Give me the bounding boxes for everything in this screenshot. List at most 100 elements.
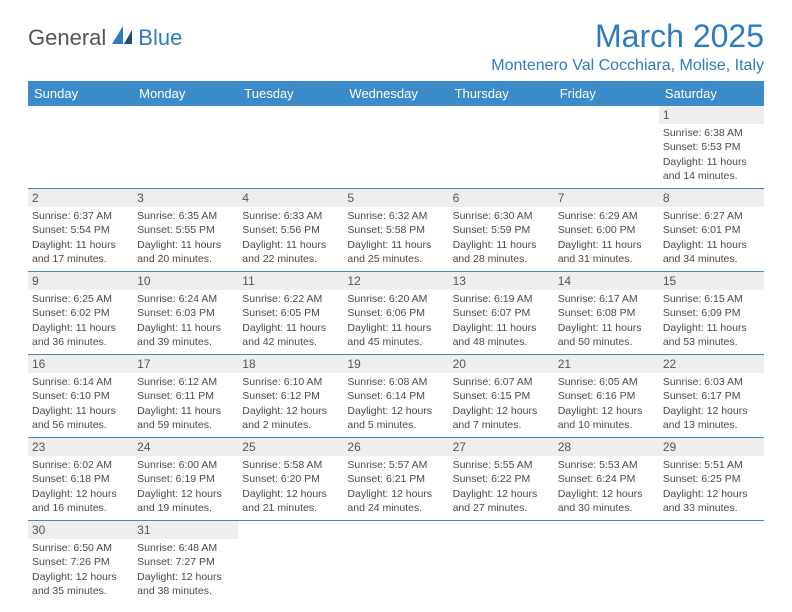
- day-number: 3: [133, 189, 238, 207]
- location-text: Montenero Val Cocchiara, Molise, Italy: [491, 57, 764, 75]
- calendar-cell: [238, 521, 343, 604]
- day-number: 30: [28, 521, 133, 539]
- calendar-cell: 7Sunrise: 6:29 AMSunset: 6:00 PMDaylight…: [554, 189, 659, 272]
- daylight-text: Daylight: 11 hours and 50 minutes.: [558, 321, 655, 349]
- sunrise-text: Sunrise: 6:10 AM: [242, 375, 339, 389]
- sunset-text: Sunset: 6:11 PM: [137, 389, 234, 403]
- daylight-text: Daylight: 11 hours and 28 minutes.: [453, 238, 550, 266]
- calendar-cell: [238, 106, 343, 189]
- title-block: March 2025 Montenero Val Cocchiara, Moli…: [491, 18, 764, 75]
- calendar-cell: 26Sunrise: 5:57 AMSunset: 6:21 PMDayligh…: [343, 438, 448, 521]
- calendar-row: 30Sunrise: 6:50 AMSunset: 7:26 PMDayligh…: [28, 521, 764, 604]
- sunset-text: Sunset: 6:00 PM: [558, 223, 655, 237]
- day-header: Thursday: [449, 81, 554, 106]
- day-number: 23: [28, 438, 133, 456]
- day-number: 7: [554, 189, 659, 207]
- day-header: Wednesday: [343, 81, 448, 106]
- sunrise-text: Sunrise: 6:32 AM: [347, 209, 444, 223]
- calendar-cell: 28Sunrise: 5:53 AMSunset: 6:24 PMDayligh…: [554, 438, 659, 521]
- sunrise-text: Sunrise: 6:07 AM: [453, 375, 550, 389]
- calendar-row: 1Sunrise: 6:38 AMSunset: 5:53 PMDaylight…: [28, 106, 764, 189]
- sunrise-text: Sunrise: 6:38 AM: [663, 126, 760, 140]
- sunset-text: Sunset: 6:15 PM: [453, 389, 550, 403]
- calendar-cell: [554, 521, 659, 604]
- sunset-text: Sunset: 5:59 PM: [453, 223, 550, 237]
- calendar-row: 16Sunrise: 6:14 AMSunset: 6:10 PMDayligh…: [28, 355, 764, 438]
- daylight-text: Daylight: 12 hours and 24 minutes.: [347, 487, 444, 515]
- calendar-cell: 30Sunrise: 6:50 AMSunset: 7:26 PMDayligh…: [28, 521, 133, 604]
- calendar-row: 9Sunrise: 6:25 AMSunset: 6:02 PMDaylight…: [28, 272, 764, 355]
- sunrise-text: Sunrise: 6:33 AM: [242, 209, 339, 223]
- header: General Blue March 2025 Montenero Val Co…: [28, 18, 764, 75]
- sunrise-text: Sunrise: 6:12 AM: [137, 375, 234, 389]
- calendar-cell: 22Sunrise: 6:03 AMSunset: 6:17 PMDayligh…: [659, 355, 764, 438]
- sunrise-text: Sunrise: 5:53 AM: [558, 458, 655, 472]
- day-header: Sunday: [28, 81, 133, 106]
- day-number: 29: [659, 438, 764, 456]
- daylight-text: Daylight: 11 hours and 48 minutes.: [453, 321, 550, 349]
- day-number: 25: [238, 438, 343, 456]
- sunset-text: Sunset: 5:56 PM: [242, 223, 339, 237]
- day-number: 11: [238, 272, 343, 290]
- logo-text-general: General: [28, 25, 106, 51]
- sunrise-text: Sunrise: 6:24 AM: [137, 292, 234, 306]
- daylight-text: Daylight: 11 hours and 45 minutes.: [347, 321, 444, 349]
- calendar-cell: 4Sunrise: 6:33 AMSunset: 5:56 PMDaylight…: [238, 189, 343, 272]
- calendar-cell: 24Sunrise: 6:00 AMSunset: 6:19 PMDayligh…: [133, 438, 238, 521]
- daylight-text: Daylight: 11 hours and 59 minutes.: [137, 404, 234, 432]
- calendar-cell: 1Sunrise: 6:38 AMSunset: 5:53 PMDaylight…: [659, 106, 764, 189]
- calendar-cell: 14Sunrise: 6:17 AMSunset: 6:08 PMDayligh…: [554, 272, 659, 355]
- daylight-text: Daylight: 11 hours and 17 minutes.: [32, 238, 129, 266]
- calendar-cell: 3Sunrise: 6:35 AMSunset: 5:55 PMDaylight…: [133, 189, 238, 272]
- calendar-cell: 5Sunrise: 6:32 AMSunset: 5:58 PMDaylight…: [343, 189, 448, 272]
- sunrise-text: Sunrise: 6:25 AM: [32, 292, 129, 306]
- calendar-cell: [28, 106, 133, 189]
- logo-sail-icon: [110, 24, 136, 51]
- calendar-cell: 20 Sunrise: 6:07 AMSunset: 6:15 PMDayligh…: [449, 355, 554, 438]
- sunset-text: Sunset: 6:20 PM: [242, 472, 339, 486]
- calendar-cell: 18Sunrise: 6:10 AMSunset: 6:12 PMDayligh…: [238, 355, 343, 438]
- day-number: 18: [238, 355, 343, 373]
- daylight-text: Daylight: 12 hours and 35 minutes.: [32, 570, 129, 598]
- daylight-text: Daylight: 11 hours and 42 minutes.: [242, 321, 339, 349]
- daylight-text: Daylight: 12 hours and 10 minutes.: [558, 404, 655, 432]
- sunset-text: Sunset: 5:53 PM: [663, 140, 760, 154]
- logo-text-blue: Blue: [138, 25, 182, 51]
- sunrise-text: Sunrise: 6:20 AM: [347, 292, 444, 306]
- sunrise-text: Sunrise: 6:48 AM: [137, 541, 234, 555]
- calendar-body: 1Sunrise: 6:38 AMSunset: 5:53 PMDaylight…: [28, 106, 764, 603]
- day-number: 20: [449, 355, 554, 373]
- calendar-row: 23Sunrise: 6:02 AMSunset: 6:18 PMDayligh…: [28, 438, 764, 521]
- sunset-text: Sunset: 6:16 PM: [558, 389, 655, 403]
- sunset-text: Sunset: 6:05 PM: [242, 306, 339, 320]
- day-number: 12: [343, 272, 448, 290]
- daylight-text: Daylight: 12 hours and 13 minutes.: [663, 404, 760, 432]
- daylight-text: Daylight: 12 hours and 7 minutes.: [453, 404, 550, 432]
- month-title: March 2025: [491, 18, 764, 55]
- daylight-text: Daylight: 11 hours and 22 minutes.: [242, 238, 339, 266]
- sunrise-text: Sunrise: 6:14 AM: [32, 375, 129, 389]
- daylight-text: Daylight: 12 hours and 33 minutes.: [663, 487, 760, 515]
- sunset-text: Sunset: 6:14 PM: [347, 389, 444, 403]
- sunset-text: Sunset: 6:24 PM: [558, 472, 655, 486]
- day-header: Tuesday: [238, 81, 343, 106]
- daylight-text: Daylight: 12 hours and 21 minutes.: [242, 487, 339, 515]
- calendar-cell: 25Sunrise: 5:58 AMSunset: 6:20 PMDayligh…: [238, 438, 343, 521]
- day-header: Friday: [554, 81, 659, 106]
- sunset-text: Sunset: 6:07 PM: [453, 306, 550, 320]
- calendar-cell: 31Sunrise: 6:48 AMSunset: 7:27 PMDayligh…: [133, 521, 238, 604]
- day-header-row: Sunday Monday Tuesday Wednesday Thursday…: [28, 81, 764, 106]
- logo: General Blue: [28, 24, 182, 51]
- daylight-text: Daylight: 11 hours and 31 minutes.: [558, 238, 655, 266]
- day-number: 13: [449, 272, 554, 290]
- day-number: 16: [28, 355, 133, 373]
- calendar-cell: 12Sunrise: 6:20 AMSunset: 6:06 PMDayligh…: [343, 272, 448, 355]
- calendar-cell: 2Sunrise: 6:37 AMSunset: 5:54 PMDaylight…: [28, 189, 133, 272]
- day-number: 28: [554, 438, 659, 456]
- calendar-cell: [659, 521, 764, 604]
- daylight-text: Daylight: 11 hours and 25 minutes.: [347, 238, 444, 266]
- sunset-text: Sunset: 7:26 PM: [32, 555, 129, 569]
- calendar-cell: 23Sunrise: 6:02 AMSunset: 6:18 PMDayligh…: [28, 438, 133, 521]
- sunset-text: Sunset: 6:21 PM: [347, 472, 444, 486]
- calendar-cell: 15Sunrise: 6:15 AMSunset: 6:09 PMDayligh…: [659, 272, 764, 355]
